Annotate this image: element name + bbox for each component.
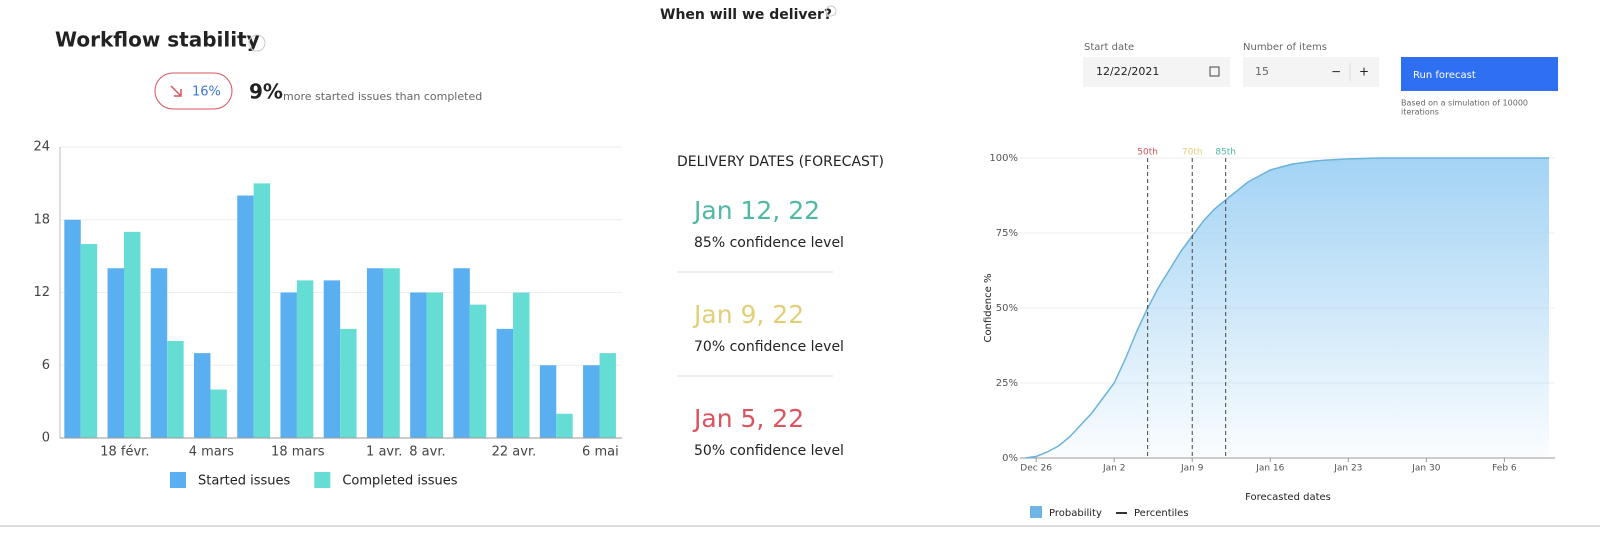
x-tick-label: 18 févr.: [100, 445, 149, 460]
legend-swatch: [1030, 506, 1042, 518]
percentile-label: 50th: [1137, 148, 1158, 158]
calendar-icon[interactable]: [1209, 66, 1220, 77]
delivery-date: Jan 5, 22: [692, 404, 804, 433]
x-tick-label: 8 avr.: [409, 445, 445, 460]
bar: [150, 268, 168, 438]
bar: [366, 268, 384, 438]
bar: [556, 413, 573, 438]
bar: [583, 365, 600, 438]
x-tick-label: 6 mai: [582, 445, 619, 460]
y-tick-label: 24: [33, 140, 50, 155]
x-tick-label: 18 mars: [271, 445, 325, 460]
field-label: Start date: [1084, 42, 1134, 53]
legend-swatch: [314, 472, 331, 488]
chart-title: Workflow stability: [55, 28, 260, 52]
x-tick-label: Dec 26: [1020, 464, 1052, 474]
forecast-heading: DELIVERY DATES (FORECAST): [677, 154, 884, 170]
legend-swatch: [170, 472, 186, 488]
note: iterations: [1401, 108, 1439, 117]
stat-value: 9%: [249, 80, 283, 104]
bar: [453, 268, 470, 438]
y-tick-label: 18: [33, 212, 50, 227]
bar: [383, 268, 400, 438]
date-value: 12/22/2021: [1096, 65, 1159, 78]
line: [1024, 157, 1549, 459]
badge: [154, 72, 233, 110]
x-tick-label: Jan 23: [1333, 464, 1362, 474]
stat-text: more started issues than completed: [283, 90, 482, 103]
bar: [296, 280, 314, 438]
bar: [64, 219, 81, 438]
bar: [80, 244, 98, 438]
number-value: 15: [1255, 65, 1269, 78]
bar: [237, 195, 254, 438]
bar: [123, 231, 141, 438]
info-icon: [825, 5, 837, 17]
confidence-level: 50% confidence level: [694, 443, 844, 459]
down-arrow: [170, 85, 182, 97]
legend-label: Probability: [1049, 508, 1102, 519]
x-tick-label: Jan 16: [1255, 464, 1284, 474]
info-icon: [248, 34, 266, 52]
legend-label: Percentiles: [1134, 508, 1189, 519]
bar: [323, 280, 341, 438]
x-tick-label: Jan 2: [1102, 464, 1125, 474]
confidence-level: 70% confidence level: [694, 339, 844, 355]
legend-label: Started issues: [198, 474, 291, 489]
page-title: When will we deliver?: [660, 7, 832, 23]
number-input[interactable]: [1243, 57, 1379, 87]
confidence-level: 85% confidence level: [694, 235, 844, 251]
run-button[interactable]: [1401, 57, 1558, 91]
y-tick-label: 0: [42, 431, 50, 446]
y-tick-label: 50%: [996, 303, 1018, 314]
badge-value: 16%: [192, 85, 221, 100]
decrement[interactable]: −: [1331, 65, 1341, 79]
x-tick-label: Jan 30: [1411, 464, 1440, 474]
delivery-date: Jan 9, 22: [692, 300, 804, 329]
bar: [107, 268, 124, 438]
bar: [210, 389, 227, 438]
bar: [513, 292, 530, 438]
x-tick-label: 22 avr.: [492, 445, 537, 460]
bar: [194, 353, 211, 438]
percentile-label: 85th: [1215, 148, 1236, 158]
delivery-date: Jan 12, 22: [692, 196, 820, 225]
area: [1025, 158, 1549, 458]
field-label: Number of items: [1243, 42, 1327, 53]
y-tick-label: 75%: [996, 228, 1018, 239]
x-tick-label: Feb 6: [1492, 464, 1517, 474]
bar: [280, 292, 297, 438]
x-tick-label: 1 avr.: [366, 445, 402, 460]
button-label: Run forecast: [1413, 70, 1476, 81]
y-tick-label: 6: [42, 358, 50, 373]
bar: [599, 353, 616, 438]
date-input[interactable]: [1083, 57, 1230, 87]
y-tick-label: 12: [33, 285, 50, 300]
bar: [469, 304, 487, 438]
bar: [539, 365, 557, 438]
x-tick-label: 4 mars: [189, 445, 234, 460]
bar: [167, 341, 184, 438]
note: Based on a simulation of 10000: [1401, 99, 1528, 108]
percentile-label: 70th: [1182, 148, 1203, 158]
bar: [253, 183, 271, 438]
bar: [410, 292, 427, 438]
increment[interactable]: +: [1359, 65, 1369, 79]
bar: [340, 328, 357, 438]
bar: [426, 292, 444, 438]
x-axis-label: Forecasted dates: [1245, 492, 1331, 503]
legend-label: Completed issues: [342, 474, 457, 489]
y-tick-label: 100%: [989, 153, 1018, 164]
y-axis-label: Confidence %: [983, 274, 994, 343]
y-tick-label: 25%: [996, 378, 1018, 389]
y-tick-label: 0%: [1002, 453, 1018, 464]
bar: [496, 328, 514, 438]
x-tick-label: Jan 9: [1180, 464, 1204, 474]
